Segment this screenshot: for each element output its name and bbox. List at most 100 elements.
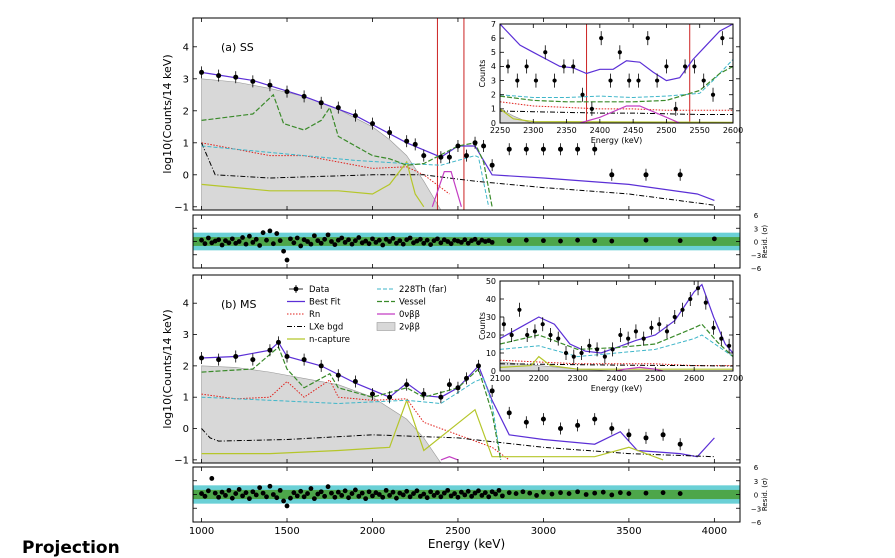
ms-main-data-point bbox=[609, 426, 615, 432]
ms-inset-data-point bbox=[641, 336, 646, 341]
ms-resid-residual-point bbox=[212, 490, 218, 496]
ss-main-ytick-label: 0 bbox=[183, 170, 189, 181]
ms-resid-residual-point bbox=[452, 491, 457, 496]
ss-resid-ytick-label: 6 bbox=[754, 212, 759, 220]
ms-inset-data-point bbox=[657, 322, 662, 327]
ss-resid-residual-point bbox=[643, 237, 649, 243]
ms-resid-residual-point bbox=[267, 483, 273, 489]
ms-resid-residual-point bbox=[305, 491, 310, 496]
page-heading: Projection bbox=[22, 538, 120, 558]
ss-resid-residual-point bbox=[394, 240, 399, 246]
ms-inset-data-point bbox=[610, 347, 615, 352]
ss-inset-frame bbox=[499, 23, 734, 124]
ms-main-data-point bbox=[352, 379, 358, 385]
ss-resid-residual-point bbox=[677, 238, 683, 244]
ms-main-ytick-label: 0 bbox=[183, 424, 189, 435]
ss-main-data-point bbox=[369, 121, 375, 127]
ss-resid-residual-point bbox=[332, 242, 338, 247]
ss-main-ytick-label: 3 bbox=[183, 74, 189, 85]
ss-main-series-n-capture bbox=[201, 160, 425, 208]
ss-resid-residual-point bbox=[284, 257, 290, 263]
ms-inset-xtick-label: 2200 bbox=[529, 374, 549, 383]
ms-main-data-point bbox=[446, 382, 452, 388]
ss-inset-ylabel: Counts bbox=[478, 60, 487, 88]
legend-label-vessel: Vessel bbox=[399, 298, 426, 308]
ss-main-data-point bbox=[284, 89, 290, 95]
ms-resid-residual-point bbox=[335, 489, 341, 495]
ms-main-data-point bbox=[540, 416, 546, 422]
ss-main-data-point bbox=[677, 172, 683, 178]
ms-inset-data-point bbox=[626, 336, 631, 341]
ss-main-ylabel: log10(Counts/14 keV) bbox=[161, 54, 174, 173]
ms-inset-xtick-label: 2600 bbox=[684, 374, 704, 383]
ms-resid-residual-point bbox=[486, 494, 492, 500]
ms-resid-residual-point bbox=[329, 490, 334, 496]
ms-resid-residual-point bbox=[424, 495, 430, 501]
ss-resid-residual-point bbox=[380, 242, 386, 248]
ss-main-data-point bbox=[592, 146, 598, 152]
ss-resid-residual-point bbox=[325, 232, 331, 238]
ms-resid-residual-point bbox=[205, 488, 211, 494]
ms-resid-residual-point bbox=[506, 490, 512, 496]
ms-main-data-point bbox=[216, 357, 222, 363]
ss-resid-residual-point bbox=[448, 241, 454, 247]
legend: Data Best Fit Rn LXe bgd n-capture 228Th (far… bbox=[287, 285, 447, 345]
ss-resid-residual-point bbox=[329, 239, 334, 244]
ss-main-data-point bbox=[438, 154, 444, 160]
ms-resid-residual-point bbox=[356, 493, 362, 499]
ms-resid-residual-point bbox=[349, 491, 355, 496]
ss-resid-residual-point bbox=[199, 237, 204, 243]
ms-inset-series-vessel bbox=[500, 323, 733, 358]
ss-inset-data-point bbox=[664, 64, 669, 69]
ms-resid-residual-point bbox=[380, 494, 386, 500]
ms-inset-data-point bbox=[727, 343, 732, 348]
ss-inset-xlabel: Energy (keV) bbox=[591, 136, 643, 145]
ss-resid-residual-point bbox=[356, 235, 362, 240]
ss-inset-xtick-label: 2250 bbox=[490, 126, 510, 135]
ms-main-data-point bbox=[489, 388, 495, 394]
ss-inset-data-point bbox=[682, 64, 688, 69]
ms-resid-plot bbox=[193, 476, 740, 509]
ms-resid-residual-point bbox=[339, 493, 345, 498]
ss-resid-residual-point bbox=[366, 241, 372, 247]
ss-main-data-point bbox=[267, 82, 273, 88]
ms-resid-residual-point bbox=[199, 491, 204, 496]
ss-main-data-point bbox=[233, 74, 239, 80]
ms-inset-data-point bbox=[525, 332, 530, 338]
ms-main-data-point bbox=[523, 419, 529, 425]
ss-resid-residual-point bbox=[417, 236, 423, 242]
ms-main-data-point bbox=[233, 353, 239, 359]
ms-resid-residual-point bbox=[346, 495, 351, 501]
ms-main-data-point bbox=[301, 357, 307, 363]
ss-resid-residual-point bbox=[339, 235, 345, 241]
ms-resid-residual-point bbox=[247, 496, 252, 502]
ss-inset-data-point bbox=[692, 64, 697, 69]
ms-resid-residual-point bbox=[226, 487, 232, 493]
ms-inset-data-point bbox=[680, 307, 685, 312]
ms-resid-residual-point bbox=[236, 487, 242, 492]
ss-main-series-lxe-bgd bbox=[201, 142, 715, 206]
ss-inset-data-point bbox=[599, 36, 604, 41]
ss-resid-residual-point bbox=[277, 238, 283, 244]
ms-resid-residual-point bbox=[414, 488, 420, 494]
ss-inset-data-point bbox=[589, 106, 594, 111]
ms-main-series-lxe-bgd bbox=[201, 428, 715, 458]
ss-resid-residual-point bbox=[407, 235, 413, 241]
ss-resid-band-1sigma bbox=[193, 237, 740, 246]
ms-resid-residual-point bbox=[308, 486, 314, 491]
ms-main-data-point bbox=[404, 382, 410, 388]
ss-inset-data-point bbox=[617, 50, 622, 55]
ms-main-data-point bbox=[464, 375, 469, 381]
ss-main-data-point bbox=[481, 143, 487, 149]
ss-main-data-point bbox=[199, 69, 205, 75]
ss-resid-residual-point bbox=[472, 236, 478, 242]
ss-resid-ytick-label: −6 bbox=[751, 265, 762, 273]
ms-resid-residual-point bbox=[438, 494, 444, 500]
ms-inset-series-best-fit bbox=[500, 283, 733, 354]
ms-resid-residual-point bbox=[462, 492, 468, 498]
ms-main-ytick-label: 2 bbox=[183, 361, 189, 372]
ms-inset-xlabel: Energy (keV) bbox=[591, 384, 643, 393]
ss-resid-residual-point bbox=[400, 241, 406, 247]
ss-inset-ytick-label: 5 bbox=[491, 48, 496, 57]
